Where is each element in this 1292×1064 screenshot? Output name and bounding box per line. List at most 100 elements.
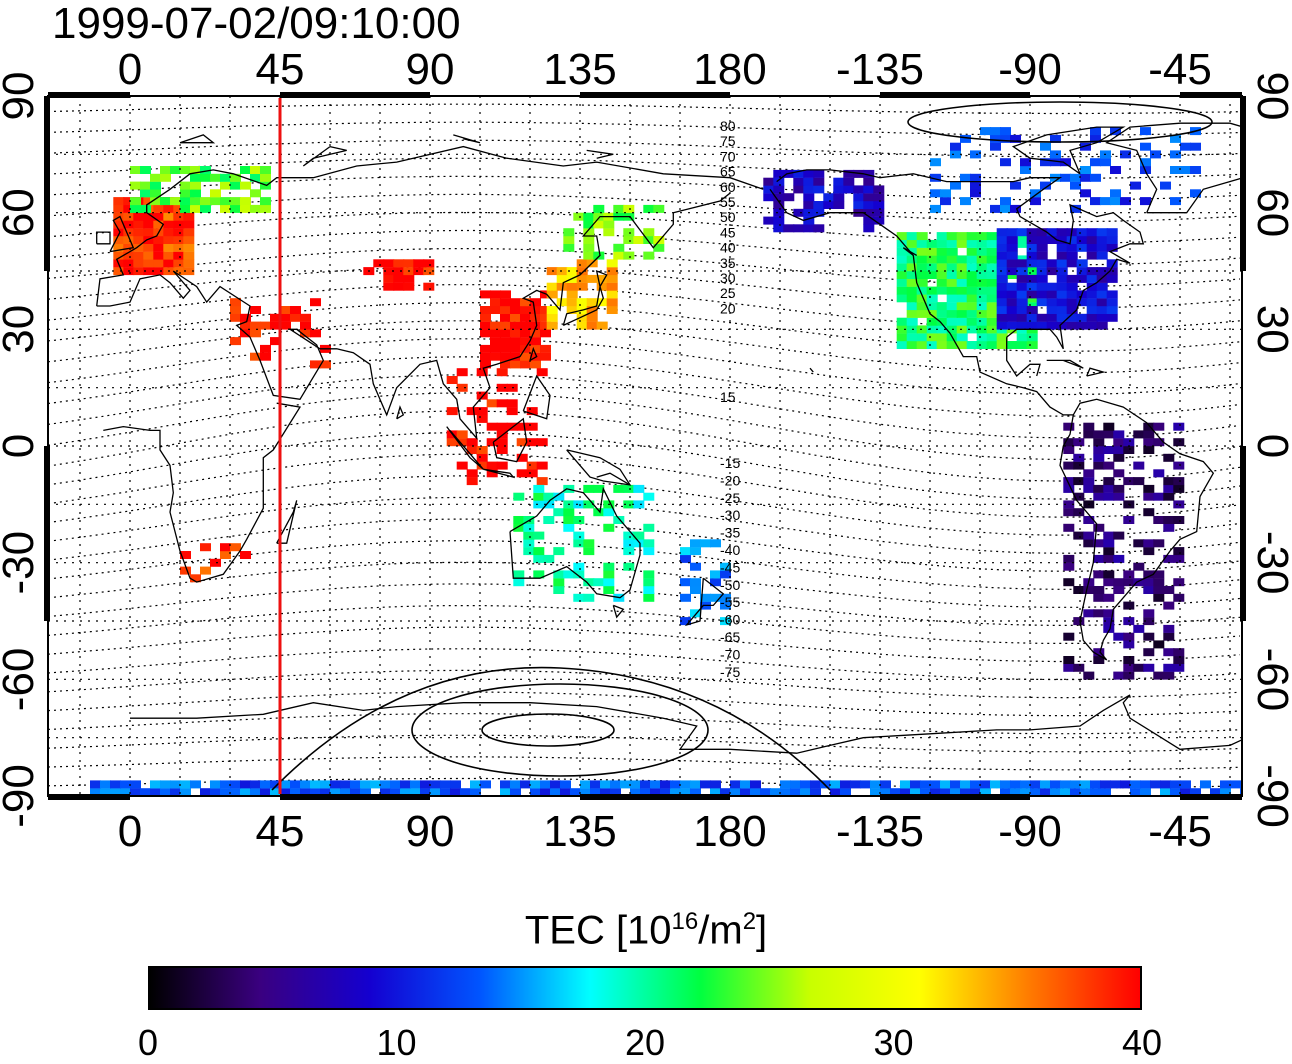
tec-cell (700, 593, 711, 602)
tec-cell (720, 788, 731, 796)
tec-cell (133, 212, 145, 221)
tec-cell (680, 593, 691, 602)
tec-cell (1050, 158, 1061, 167)
tec-cell (553, 492, 565, 501)
tec-cell (240, 551, 251, 559)
tec-cell (1066, 290, 1078, 299)
tec-cell (1036, 313, 1048, 322)
tec-cell (1170, 134, 1181, 143)
tec-cell (860, 780, 871, 789)
tec-cell (523, 539, 535, 548)
tec-cell (260, 197, 271, 206)
tec-cell (986, 263, 998, 272)
tec-cell (1093, 446, 1105, 454)
tec-cell (1173, 578, 1185, 587)
tec-cell (1036, 251, 1048, 260)
tec-cell (393, 259, 405, 268)
tec-cell (1083, 671, 1095, 680)
tec-cell (1090, 173, 1101, 182)
tec-cell (510, 298, 521, 307)
tec-cell (986, 309, 998, 318)
tec-cell (163, 236, 175, 244)
tec-cell (180, 181, 191, 190)
coastline (509, 486, 641, 599)
tec-cell (960, 173, 971, 182)
tec-cell (240, 780, 251, 789)
tec-cell (546, 290, 558, 299)
tec-cell (606, 306, 618, 314)
tec-cell (510, 306, 521, 314)
tec-cell (1063, 477, 1075, 486)
tec-cell (183, 267, 195, 276)
tec-cell (133, 259, 145, 268)
tec-cell (1076, 274, 1088, 283)
tec-cell (1083, 469, 1095, 478)
tec-cell (523, 531, 535, 540)
tec-cell (220, 780, 231, 789)
tec-cell (1093, 656, 1105, 664)
tec-cell (250, 189, 261, 198)
tec-cell (1153, 671, 1165, 680)
tec-cell (613, 243, 625, 252)
tec-cell (563, 236, 575, 244)
tec-cell (1143, 508, 1155, 517)
tec-cell (1123, 671, 1135, 680)
tec-cell (1086, 298, 1098, 307)
tec-cell (160, 166, 171, 174)
tec-cell (1170, 788, 1181, 796)
tec-cell (996, 228, 1008, 237)
tec-cell (690, 539, 701, 548)
coastline (809, 367, 814, 373)
tec-cell (300, 313, 311, 322)
south-pole-contour-mid (411, 683, 709, 777)
tec-cell (1153, 578, 1165, 587)
tec-cell (863, 193, 875, 202)
contour-value: 45 (720, 224, 736, 240)
tec-cell (863, 201, 875, 209)
tec-cell (163, 259, 175, 268)
tec-cell (373, 259, 385, 268)
coastline (492, 417, 528, 463)
tec-cell (1106, 306, 1118, 314)
tec-cell (563, 508, 575, 517)
tec-cell (1016, 274, 1028, 283)
tec-cell (210, 788, 221, 796)
tec-cell (180, 189, 191, 198)
tec-cell (500, 290, 511, 299)
tec-cell (560, 788, 571, 796)
contour-line (48, 392, 1241, 460)
tec-cell (720, 601, 731, 610)
tec-cell (500, 337, 511, 346)
tec-cell (1143, 484, 1155, 493)
tec-cell (170, 780, 181, 789)
x-tick-top: 180 (693, 45, 766, 94)
tec-cell (123, 236, 135, 244)
tec-cell (1103, 484, 1115, 493)
tec-cell (113, 236, 125, 244)
tec-cell (540, 344, 551, 353)
tec-cell (793, 169, 805, 178)
contour-value: 20 (720, 300, 736, 316)
tec-cell (1133, 624, 1145, 633)
tec-cell (863, 169, 875, 178)
tec-cell (1093, 609, 1105, 618)
tec-cell (540, 321, 551, 330)
tec-cell (543, 492, 555, 501)
tec-cell (583, 220, 595, 229)
tec-cell (583, 578, 595, 587)
tec-cell (986, 255, 998, 264)
tec-cell (936, 232, 948, 241)
tec-cell (710, 570, 721, 579)
tec-cell (510, 352, 521, 361)
tec-cell (390, 788, 401, 796)
tec-cell (1123, 570, 1135, 579)
tec-cell (916, 239, 928, 248)
tec-cell (190, 197, 201, 206)
tec-cell (1036, 267, 1048, 276)
tec-cell (380, 780, 391, 789)
tec-cell (623, 500, 635, 509)
tec-cell (1090, 788, 1101, 796)
tec-cell (480, 329, 491, 338)
tec-cell (896, 239, 908, 248)
tec-cell (153, 220, 165, 229)
